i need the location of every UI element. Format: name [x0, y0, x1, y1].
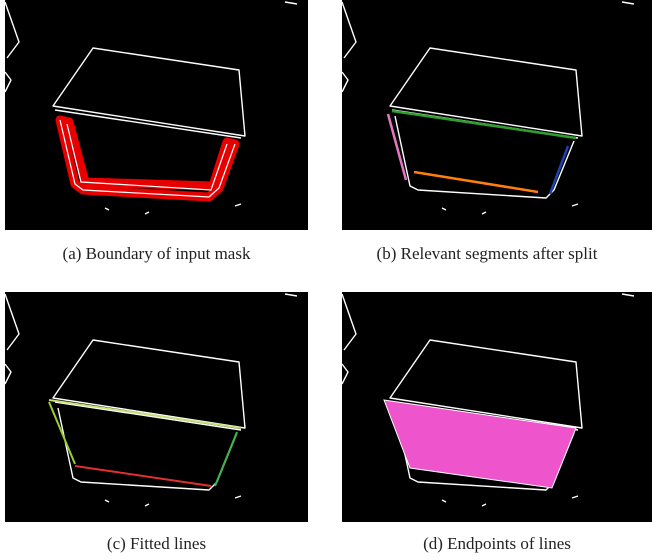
panel-image-b [342, 0, 652, 230]
figure: (a) Boundary of input mask (b) Relevant … [0, 0, 652, 560]
caption: (b) Relevant segments after split [322, 244, 652, 264]
panel-image-c [5, 292, 308, 522]
caption: (a) Boundary of input mask [5, 244, 308, 264]
caption: (d) Endpoints of lines [342, 534, 652, 554]
panel-image-d [342, 292, 652, 522]
caption: (c) Fitted lines [5, 534, 308, 554]
panel-image-a [5, 0, 308, 230]
